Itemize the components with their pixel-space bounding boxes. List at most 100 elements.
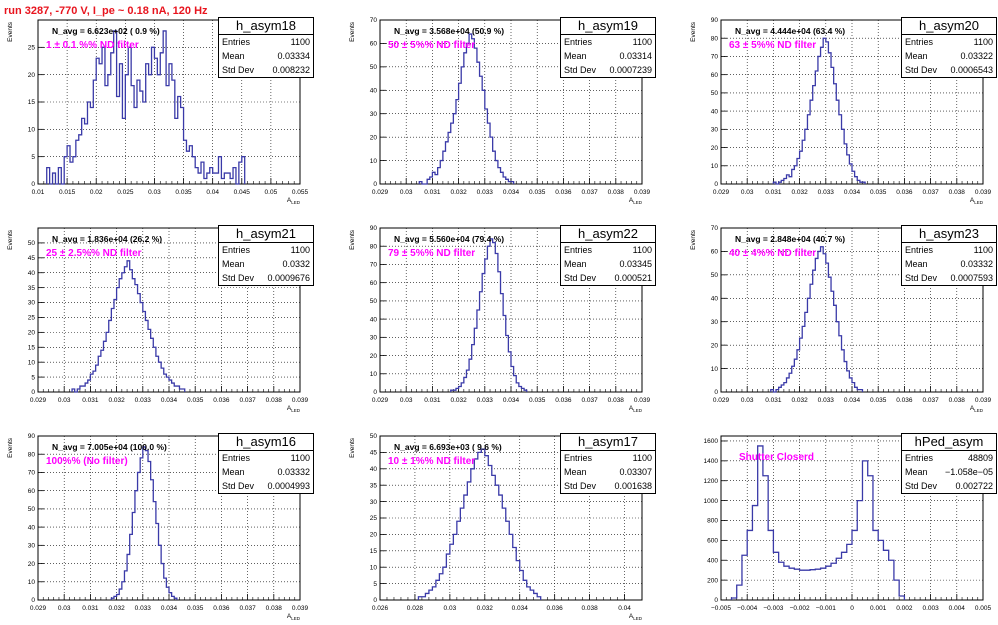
y-tick-label: 25 bbox=[28, 315, 36, 322]
stats-box: h_asym22 Entries 1100 Mean 0.03345 Std Dev… bbox=[560, 225, 656, 286]
histogram-bin bbox=[860, 182, 863, 184]
x-tick-label: 0.035 bbox=[529, 189, 546, 196]
histogram-bin bbox=[106, 332, 109, 392]
histogram-bin bbox=[839, 115, 842, 184]
histogram-bin bbox=[834, 305, 837, 392]
histogram-bin bbox=[781, 385, 784, 392]
stat-label: Mean bbox=[564, 467, 587, 477]
x-tick-label: 0.038 bbox=[608, 189, 625, 196]
stat-label: Mean bbox=[905, 51, 928, 61]
stat-label: Entries bbox=[564, 245, 593, 255]
histogram-bin bbox=[495, 485, 498, 600]
histogram-bin bbox=[93, 80, 96, 184]
stat-row-std-dev: Std Dev 0.008232 bbox=[219, 63, 313, 77]
histogram-bin bbox=[826, 263, 829, 392]
histogram-bin bbox=[154, 58, 157, 184]
histogram-bin bbox=[210, 168, 213, 184]
histogram-bin bbox=[482, 90, 485, 184]
stat-label: Std Dev bbox=[564, 481, 597, 491]
histogram-bin bbox=[485, 259, 488, 392]
histogram-bin bbox=[472, 39, 475, 184]
histogram-bin bbox=[501, 172, 504, 184]
x-axis-title: ALED bbox=[287, 613, 301, 621]
y-tick-label: 0 bbox=[373, 181, 377, 188]
stat-label: Entries bbox=[222, 453, 251, 463]
histogram-bin bbox=[471, 469, 474, 600]
y-tick-label: 80 bbox=[28, 451, 36, 458]
y-axis-title: Events bbox=[349, 21, 356, 42]
histogram-bin bbox=[163, 31, 166, 184]
x-tick-label: 0.004 bbox=[949, 605, 966, 612]
stat-row-mean: Mean 0.03345 bbox=[561, 257, 655, 271]
histogram-bin bbox=[768, 530, 773, 600]
histogram-bin bbox=[117, 97, 120, 184]
x-tick-label: 0.033 bbox=[477, 397, 494, 404]
histogram-line bbox=[730, 445, 906, 600]
histogram-bin bbox=[847, 155, 850, 184]
x-tick-label: 0.034 bbox=[512, 605, 529, 612]
x-tick-label: 0.032 bbox=[108, 397, 125, 404]
y-tick-label: 40 bbox=[28, 270, 36, 277]
histogram-bin bbox=[889, 560, 894, 600]
x-tick-label: 0.03 bbox=[741, 189, 754, 196]
x-tick-label: 0.029 bbox=[713, 189, 730, 196]
histogram-bin bbox=[794, 359, 797, 392]
histogram-bin bbox=[120, 64, 123, 184]
stat-value: −1.058e−05 bbox=[944, 467, 993, 477]
histogram-bin bbox=[802, 326, 805, 392]
histogram-bin bbox=[440, 161, 443, 184]
histogram-bin bbox=[810, 284, 813, 392]
histogram-bin bbox=[469, 34, 472, 184]
histogram-bin bbox=[159, 545, 162, 600]
x-tick-label: −0.002 bbox=[790, 605, 810, 612]
y-axis-title: Events bbox=[349, 437, 356, 458]
histogram-bin bbox=[140, 458, 143, 600]
histogram-bin bbox=[480, 76, 483, 184]
y-tick-label: 50 bbox=[28, 240, 36, 247]
histogram-bin bbox=[789, 177, 792, 184]
histogram-bin bbox=[72, 389, 75, 392]
histogram-bin bbox=[459, 387, 462, 392]
histogram-bin bbox=[787, 175, 790, 184]
histogram-bin bbox=[784, 383, 787, 392]
y-tick-label: 40 bbox=[370, 466, 378, 473]
histogram-bin bbox=[160, 53, 163, 184]
histogram-bin bbox=[802, 140, 805, 184]
histogram-bin bbox=[810, 100, 813, 184]
histogram-bin bbox=[109, 320, 112, 392]
y-tick-label: 70 bbox=[711, 225, 719, 232]
histogram-bin bbox=[132, 279, 135, 392]
filter-label: 25 ± 2.5%% ND filter bbox=[46, 248, 142, 259]
x-tick-label: −0.003 bbox=[763, 605, 783, 612]
histogram-bin bbox=[143, 447, 146, 600]
stat-row-entries: Entries 1100 bbox=[902, 35, 996, 49]
y-tick-label: 30 bbox=[711, 127, 719, 134]
histogram-bin bbox=[239, 162, 242, 184]
x-axis-title: ALED bbox=[629, 613, 643, 621]
x-tick-label: 0.031 bbox=[424, 189, 441, 196]
y-tick-label: 25 bbox=[370, 515, 378, 522]
y-axis-title: Events bbox=[349, 229, 356, 250]
histogram-bin bbox=[498, 272, 501, 392]
y-tick-label: 5 bbox=[31, 374, 35, 381]
histogram-svg: 0.01 0.015 0.02 0.025 0.03 0.035 0.04 0.045 0.05… bbox=[7, 19, 309, 205]
histogram-bin bbox=[503, 177, 506, 184]
histogram-bin bbox=[800, 151, 803, 184]
stat-value: 0.000521 bbox=[614, 273, 652, 283]
histogram-bin bbox=[105, 86, 108, 184]
y-tick-label: 50 bbox=[370, 433, 378, 440]
x-axis-title: ALED bbox=[629, 197, 643, 205]
stat-label: Std Dev bbox=[222, 65, 255, 75]
y-tick-label: 0 bbox=[714, 389, 718, 396]
histogram-panel-h_asym16: 0.029 0.03 0.031 0.032 0.033 0.034 0.035 0.036 0… bbox=[0, 428, 314, 621]
histogram-panel-h_asym20: 0.029 0.03 0.031 0.032 0.033 0.034 0.035 0.036 0… bbox=[683, 12, 997, 205]
stat-row-mean: Mean 0.03332 bbox=[219, 465, 313, 479]
y-tick-label: 20 bbox=[370, 353, 378, 360]
histogram-bin bbox=[192, 157, 195, 184]
histogram-bin bbox=[779, 562, 784, 600]
y-tick-label: 30 bbox=[711, 319, 719, 326]
y-axis-title: Events bbox=[7, 437, 14, 458]
stats-box: h_asym18 Entries 1100 Mean 0.03334 Std Dev… bbox=[218, 17, 314, 78]
y-tick-label: 0 bbox=[714, 181, 718, 188]
stat-row-mean: Mean 0.03314 bbox=[561, 49, 655, 63]
